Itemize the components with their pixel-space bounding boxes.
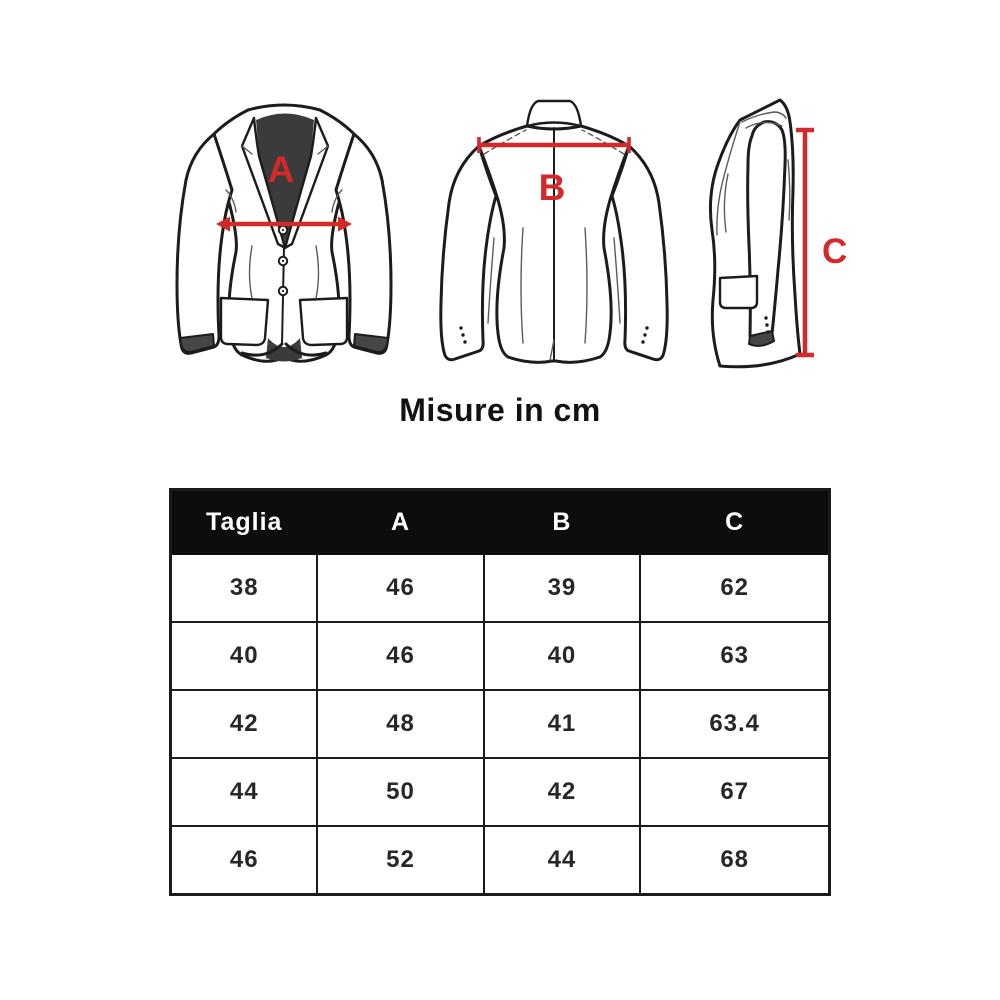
cell-c: 63 bbox=[639, 621, 831, 691]
pocket-right bbox=[298, 296, 349, 347]
side-lapel-roll bbox=[716, 121, 741, 236]
measure-label-b: B bbox=[539, 167, 566, 208]
jacket-front-hem-right bbox=[284, 342, 328, 357]
back-crease-left bbox=[487, 237, 495, 324]
cuff-left bbox=[179, 333, 215, 354]
size-table-header-row: Taglia A B C bbox=[169, 488, 831, 555]
button-1-dot bbox=[281, 228, 285, 232]
side-crease-2 bbox=[787, 159, 791, 221]
cuff-right bbox=[353, 333, 389, 354]
cell-c: 68 bbox=[639, 825, 831, 896]
measure-label-c: C bbox=[822, 232, 847, 271]
back-cuff-dot bbox=[459, 326, 463, 330]
table-row: 44 50 42 67 bbox=[169, 757, 831, 827]
cell-taglia: 38 bbox=[169, 553, 319, 623]
measure-a-arrowhead-right bbox=[338, 216, 352, 232]
side-cuff-dot bbox=[765, 323, 769, 327]
measure-label-a: A bbox=[268, 149, 295, 190]
header-taglia: Taglia bbox=[169, 488, 319, 555]
jacket-back-sleeve-left bbox=[439, 144, 498, 362]
table-row: 46 52 44 68 bbox=[169, 825, 831, 896]
cell-taglia: 40 bbox=[169, 621, 319, 691]
page-title: Misure in cm bbox=[399, 392, 601, 428]
lapel-notch-left bbox=[241, 145, 253, 155]
cell-a: 46 bbox=[316, 553, 485, 623]
cell-b: 39 bbox=[482, 553, 642, 623]
back-cuff-dot bbox=[641, 340, 645, 344]
table-row: 38 46 39 62 bbox=[169, 553, 831, 623]
jacket-back-diagram: B bbox=[439, 99, 669, 364]
cell-a: 52 bbox=[316, 825, 485, 896]
back-shoulder-dash-left bbox=[483, 129, 527, 155]
header-c: C bbox=[639, 488, 831, 555]
back-crease-right bbox=[613, 237, 621, 324]
back-vent-line bbox=[549, 339, 555, 361]
cell-taglia: 46 bbox=[169, 825, 319, 896]
jacket-front-inner-shirt bbox=[256, 113, 314, 244]
table-row: 42 48 41 63.4 bbox=[169, 689, 831, 759]
header-b: B bbox=[482, 488, 642, 555]
button-2-dot bbox=[281, 259, 285, 263]
cell-b: 42 bbox=[482, 757, 642, 827]
cell-a: 48 bbox=[316, 689, 485, 759]
jacket-front-hem-gap bbox=[266, 338, 302, 362]
side-shoulder-seam bbox=[745, 121, 783, 129]
jacket-side-diagram: C bbox=[708, 98, 847, 369]
measure-a-arrowhead-left bbox=[216, 216, 230, 232]
side-cuff-dot bbox=[764, 316, 768, 320]
cell-taglia: 44 bbox=[169, 757, 319, 827]
seam-detail-right bbox=[315, 245, 320, 299]
cell-b: 40 bbox=[482, 621, 642, 691]
jacket-back-collar bbox=[525, 99, 583, 128]
pocket-left bbox=[219, 296, 270, 347]
jacket-back-sleeve-right bbox=[610, 144, 669, 362]
back-body-crease-left bbox=[520, 227, 524, 344]
cell-taglia: 42 bbox=[169, 689, 319, 759]
armhole-detail-left bbox=[225, 189, 237, 213]
jacket-front-lapel-right bbox=[283, 116, 330, 250]
header-a: A bbox=[316, 488, 485, 555]
back-cuff-dot bbox=[461, 333, 465, 337]
cell-a: 46 bbox=[316, 621, 485, 691]
seam-detail-left bbox=[248, 245, 253, 299]
cell-b: 41 bbox=[482, 689, 642, 759]
cell-c: 67 bbox=[639, 757, 831, 827]
back-body-crease-right bbox=[584, 227, 588, 344]
side-collar-seam bbox=[741, 111, 787, 123]
lapel-notch-right bbox=[317, 145, 329, 155]
jacket-front-hem-left bbox=[240, 342, 284, 357]
side-crease-1 bbox=[723, 173, 729, 233]
side-cuff bbox=[748, 330, 775, 347]
button-3-dot bbox=[281, 289, 285, 293]
cell-c: 62 bbox=[639, 553, 831, 623]
armhole-detail-right bbox=[331, 189, 343, 213]
jacket-front-diagram: A bbox=[175, 103, 393, 363]
back-cuff-dot bbox=[643, 333, 647, 337]
cell-c: 63.4 bbox=[639, 689, 831, 759]
side-cuff-dot bbox=[766, 330, 770, 334]
back-shoulder-dash-right bbox=[581, 129, 625, 155]
cell-a: 50 bbox=[316, 757, 485, 827]
back-cuff-dot bbox=[463, 340, 467, 344]
table-row: 40 46 40 63 bbox=[169, 621, 831, 691]
side-pocket bbox=[718, 274, 759, 310]
back-cuff-dot bbox=[645, 326, 649, 330]
size-table: Taglia A B C 38 46 39 62 40 46 40 63 42 … bbox=[169, 488, 831, 896]
cell-b: 44 bbox=[482, 825, 642, 896]
